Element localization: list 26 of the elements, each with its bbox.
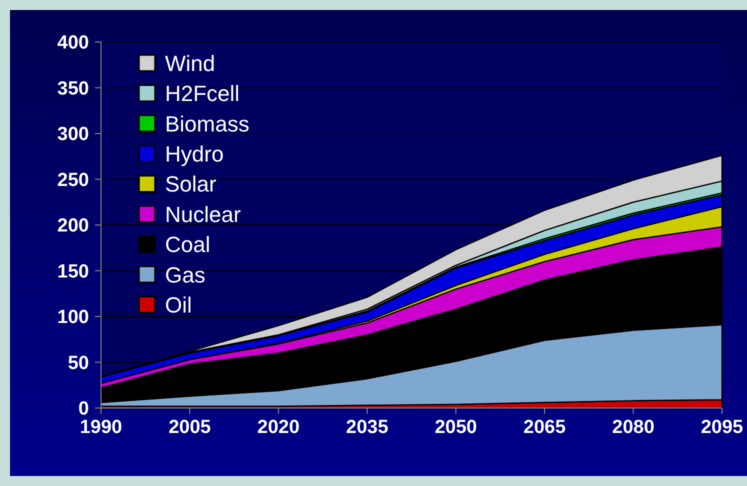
x-tick-label: 2095	[700, 417, 744, 438]
legend-label: Wind	[165, 50, 216, 76]
x-tick-label: 2080	[612, 417, 654, 438]
x-tick-label: 2020	[257, 417, 300, 438]
x-tick-label: 1990	[80, 417, 122, 438]
y-tick-label: 0	[78, 398, 89, 420]
y-tick-label: 100	[57, 307, 89, 328]
y-tick-label: 150	[57, 261, 89, 282]
x-tick-label: 2035	[346, 417, 389, 438]
x-tick-label: 2050	[434, 417, 477, 438]
legend-label: Hydro	[165, 142, 224, 167]
legend-label: Biomass	[165, 111, 250, 136]
legend-label: H2Fcell	[165, 81, 240, 106]
y-tick-label: 350	[57, 78, 89, 100]
legend-label: Coal	[165, 232, 210, 258]
legend-label: Gas	[165, 262, 206, 288]
legend-label: Oil	[165, 292, 192, 318]
y-tick-label: 250	[57, 170, 89, 191]
y-tick-label: 300	[57, 124, 89, 146]
legend-label: Solar	[165, 172, 216, 197]
y-tick-label: 400	[57, 32, 89, 54]
legend-label: Nuclear	[165, 202, 241, 227]
x-tick-label: 2065	[523, 417, 566, 438]
y-tick-label: 200	[57, 216, 89, 237]
x-tick-label: 2005	[168, 417, 212, 438]
y-tick-label: 50	[68, 352, 89, 374]
